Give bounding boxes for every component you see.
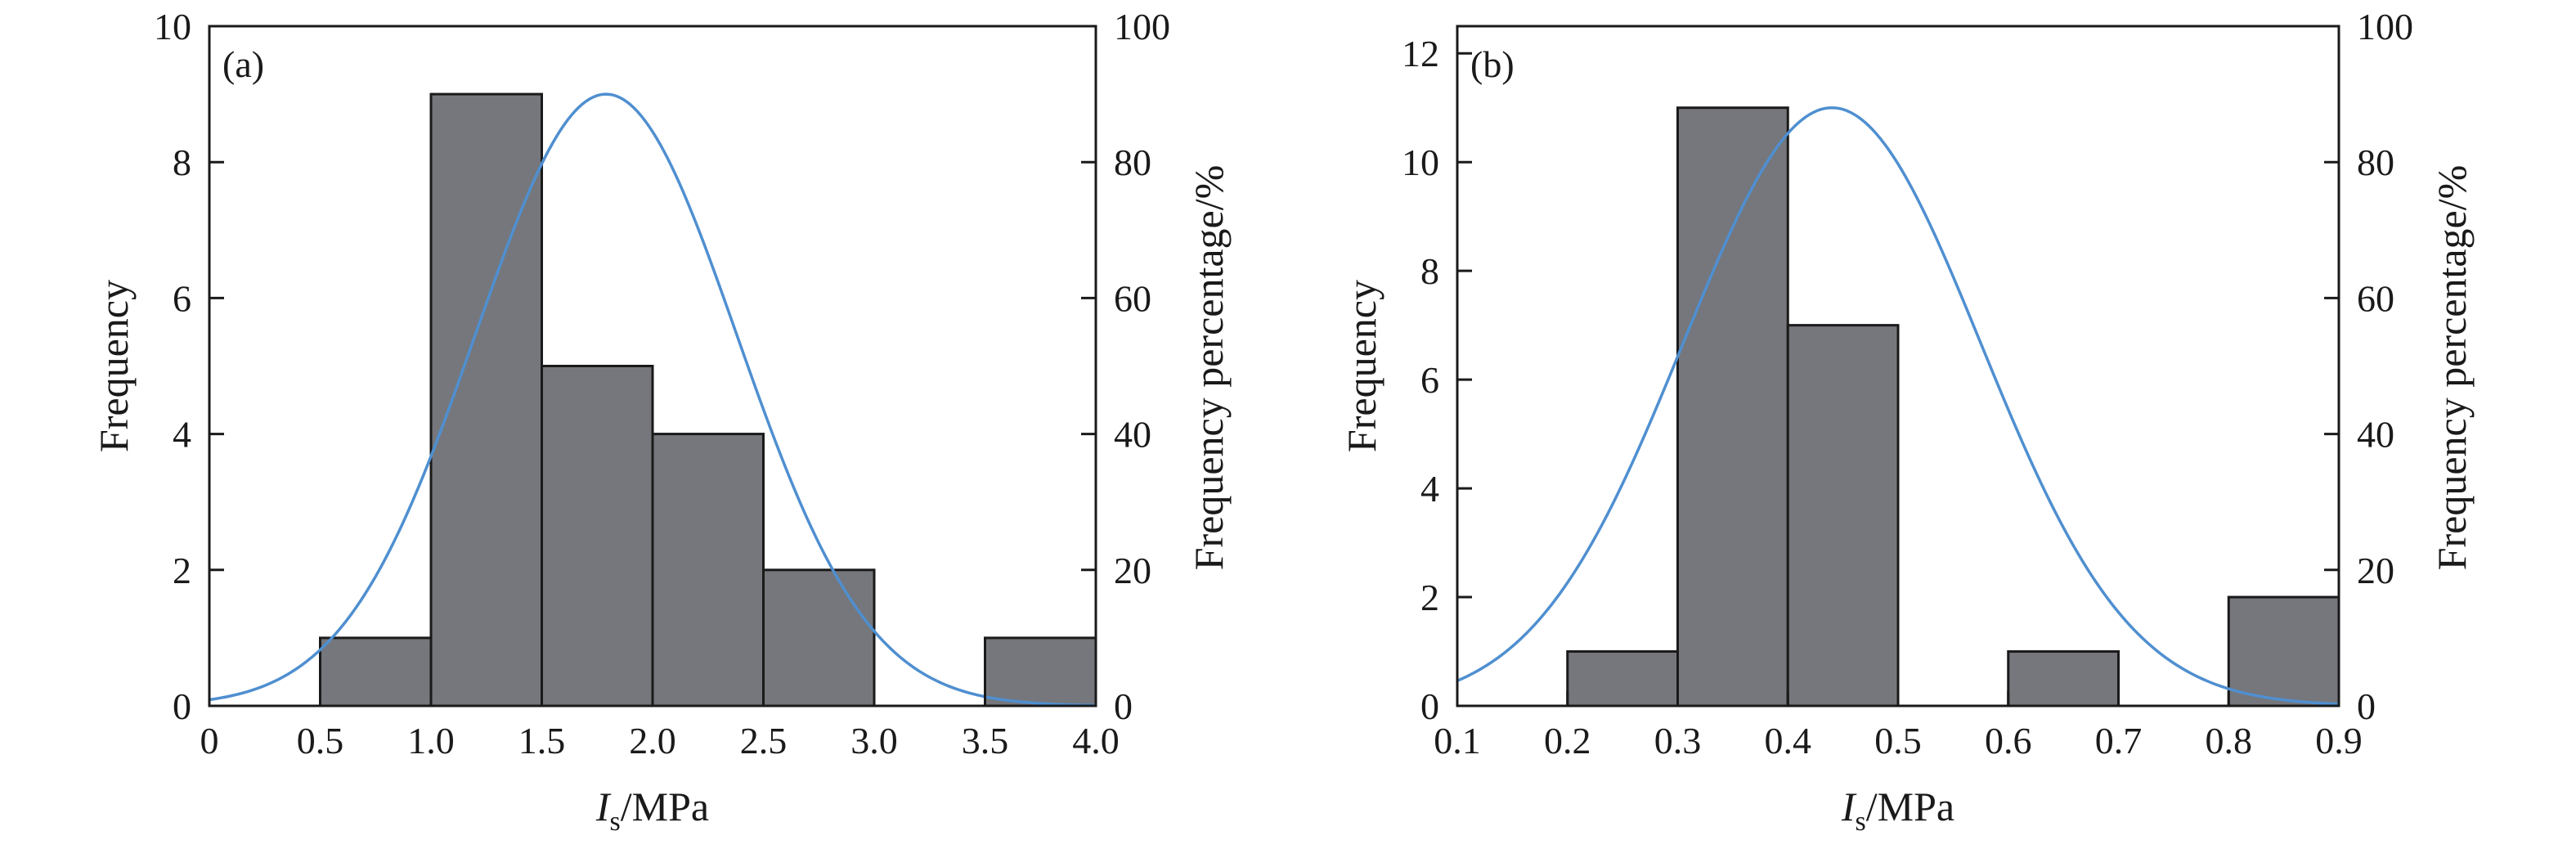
panel-a-y-tick-label: 2 bbox=[173, 550, 191, 591]
panel-b-y-tick-label: 8 bbox=[1420, 250, 1439, 292]
panel-a-x-tick-label: 2.0 bbox=[629, 720, 676, 761]
panel-a-x-axis-title: Is/MPa bbox=[595, 784, 709, 837]
panel-a-histogram-bar bbox=[429, 92, 543, 708]
panel-b-histogram-bar bbox=[1676, 106, 1789, 708]
panel-a-histogram-bar bbox=[984, 636, 1097, 708]
panel-a-y-tick-label: 0 bbox=[173, 685, 191, 727]
panel-b-y-tick-label: 6 bbox=[1420, 359, 1439, 401]
panel-a-histogram-bar bbox=[762, 568, 876, 708]
panel-b-y2-tick-label: 20 bbox=[2357, 550, 2394, 591]
panel-a-y-tick-label: 8 bbox=[173, 142, 191, 183]
panel-b-x-tick-label: 0.6 bbox=[1985, 720, 2032, 761]
panel-b-histogram-bar bbox=[2227, 595, 2340, 708]
panel-b-x-tick-label: 0.5 bbox=[1874, 720, 1922, 761]
panel-b-y2-tick-label: 80 bbox=[2357, 142, 2394, 183]
panel-b-histogram-bar bbox=[1566, 650, 1679, 708]
panel-a-histogram-bar bbox=[651, 433, 765, 708]
panel-a-y2-tick-label: 100 bbox=[1114, 6, 1170, 47]
panel-a-y2-tick-label: 80 bbox=[1114, 142, 1151, 183]
panel-b-x-tick-label: 0.4 bbox=[1765, 720, 1812, 761]
panel-a-y2-tick-label: 20 bbox=[1114, 550, 1151, 591]
panel-b-x-tick-label: 0.2 bbox=[1544, 720, 1591, 761]
panel-b-x-tick-label: 0.1 bbox=[1434, 720, 1481, 761]
panel-b-x-tick-label: 0.9 bbox=[2315, 720, 2363, 761]
panel-b-y2-tick-label: 60 bbox=[2357, 277, 2394, 319]
panel-b-y-tick-label: 0 bbox=[1420, 685, 1439, 727]
panel-b-y2-tick-label: 0 bbox=[2357, 685, 2376, 727]
panel-a-y2-tick-label: 60 bbox=[1114, 277, 1151, 319]
panel-b-x-tick-label: 0.8 bbox=[2206, 720, 2253, 761]
panel-a-x-tick-label: 1.0 bbox=[407, 720, 455, 761]
panel-b-y-tick-label: 2 bbox=[1420, 577, 1439, 618]
panel-a-y-tick-label: 10 bbox=[154, 6, 191, 47]
panel-b-normal-curve bbox=[1456, 106, 2340, 706]
panel-a-x-tick-label: 3.0 bbox=[850, 720, 898, 761]
panel-a-normal-curve bbox=[209, 92, 1097, 708]
panel-a-y-axis-title: Frequency bbox=[91, 280, 137, 452]
panel-a-x-tick-label: 2.5 bbox=[740, 720, 788, 761]
panel-b-x-axis-title: Is/MPa bbox=[1841, 784, 1954, 837]
panel-b-x-tick-label: 0.7 bbox=[2095, 720, 2143, 761]
panel-a-y2-axis-title: Frequency percentage/% bbox=[1186, 165, 1232, 571]
panel-b-histogram-bar bbox=[1786, 324, 1900, 708]
panel-a-x-tick-label: 3.5 bbox=[962, 720, 1009, 761]
panel-b-y-tick-label: 10 bbox=[1402, 142, 1439, 183]
panel-b-histogram-bar bbox=[2007, 650, 2120, 708]
panel-a-x-tick-label: 4.0 bbox=[1072, 720, 1120, 761]
panel-a-y-tick-label: 4 bbox=[173, 414, 191, 456]
panel-a-histogram-bar bbox=[319, 636, 433, 708]
panel-b-y2-tick-label: 40 bbox=[2357, 414, 2394, 456]
panel-a-panel-label: (a) bbox=[222, 43, 264, 85]
panel-a-histogram-bar bbox=[541, 365, 654, 708]
panel-a-y2-tick-label: 0 bbox=[1114, 685, 1133, 727]
panel-b-y-tick-label: 12 bbox=[1402, 33, 1439, 74]
panel-a-x-tick-label: 1.5 bbox=[518, 720, 566, 761]
panel-b-y-tick-label: 4 bbox=[1420, 468, 1439, 510]
panel-b-y2-tick-label: 100 bbox=[2357, 6, 2413, 47]
panel-b-panel-label: (b) bbox=[1470, 43, 1515, 85]
panel-a-y-tick-label: 6 bbox=[173, 277, 191, 319]
panel-b-y2-axis-title: Frequency percentage/% bbox=[2429, 165, 2475, 571]
panel-a-y2-tick-label: 40 bbox=[1114, 414, 1151, 456]
panel-b-y-axis-title: Frequency bbox=[1339, 280, 1384, 452]
panel-a-x-tick-label: 0 bbox=[200, 720, 219, 761]
panel-b-x-tick-label: 0.3 bbox=[1654, 720, 1702, 761]
panel-a-x-tick-label: 0.5 bbox=[297, 720, 344, 761]
